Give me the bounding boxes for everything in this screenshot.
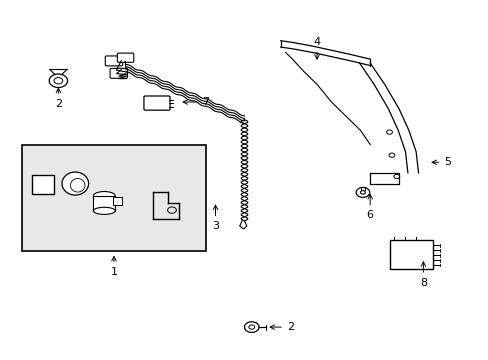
Bar (32, 175, 53, 194)
Text: 7: 7 (183, 97, 209, 107)
Bar (93, 196, 115, 211)
Text: 4: 4 (313, 37, 320, 59)
Text: 6: 6 (366, 194, 373, 220)
FancyBboxPatch shape (117, 53, 134, 62)
Text: 2: 2 (269, 322, 293, 332)
Bar (389, 240, 432, 269)
FancyBboxPatch shape (110, 68, 127, 78)
Text: 8: 8 (419, 262, 426, 288)
Ellipse shape (93, 207, 115, 215)
Text: 3: 3 (212, 205, 219, 231)
FancyBboxPatch shape (105, 56, 122, 66)
Ellipse shape (93, 192, 115, 201)
FancyBboxPatch shape (143, 96, 170, 110)
Text: 2: 2 (55, 88, 62, 109)
Ellipse shape (62, 172, 88, 195)
Bar (22, 145, 205, 251)
Bar (113, 197, 122, 205)
Text: 1: 1 (110, 257, 117, 277)
Text: 5: 5 (431, 157, 450, 167)
